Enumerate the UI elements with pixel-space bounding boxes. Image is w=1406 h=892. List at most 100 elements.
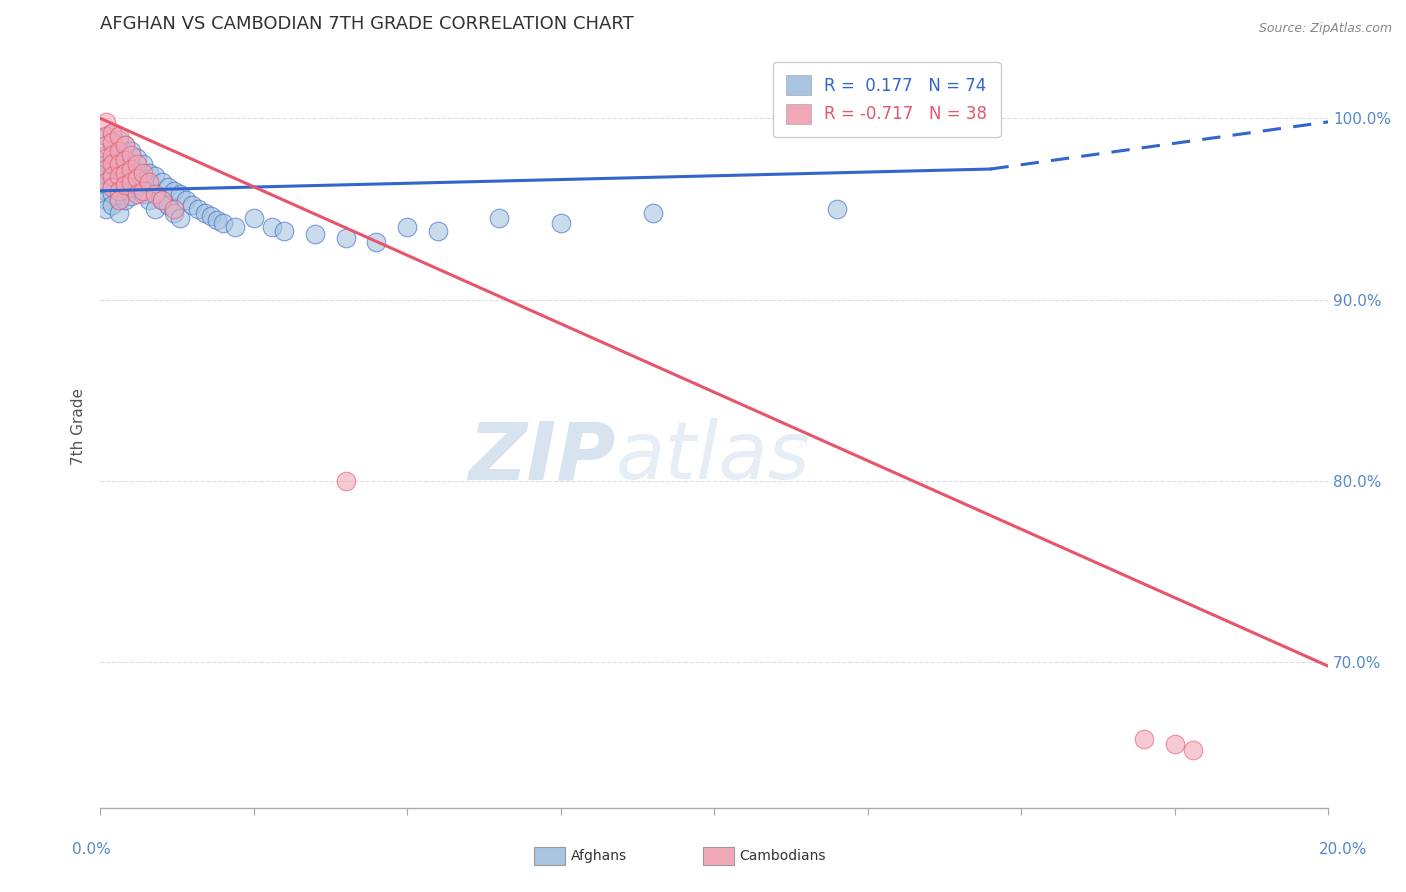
Point [335, 231, 357, 245]
Point [101, 151, 124, 165]
Point [114, 138, 136, 153]
Point [138, 166, 160, 180]
Point [114, 166, 136, 180]
Point [550, 217, 572, 231]
Point [426, 224, 449, 238]
Point [101, 156, 124, 170]
Point [150, 193, 173, 207]
Point [114, 153, 136, 167]
Point [96, 156, 118, 170]
Point [101, 126, 124, 140]
Point [96, 184, 118, 198]
Point [169, 187, 191, 202]
Point [132, 166, 155, 180]
Point [101, 135, 124, 149]
Point [120, 144, 142, 158]
Point [187, 202, 209, 216]
Point [205, 212, 228, 227]
Point [163, 205, 186, 219]
Point [169, 211, 191, 225]
Text: Afghans: Afghans [571, 849, 627, 863]
Point [101, 161, 124, 176]
Point [107, 205, 129, 219]
Point [96, 175, 118, 189]
Point [96, 166, 118, 180]
Point [120, 161, 142, 176]
Text: atlas: atlas [616, 418, 811, 496]
Point [107, 154, 129, 169]
Text: Source: ZipAtlas.com: Source: ZipAtlas.com [1258, 22, 1392, 36]
Point [96, 147, 118, 161]
Point [114, 138, 136, 153]
Point [96, 161, 118, 176]
Point [101, 138, 124, 153]
Point [96, 129, 118, 144]
Y-axis label: 7th Grade: 7th Grade [72, 388, 86, 465]
Point [125, 166, 148, 180]
Point [96, 115, 118, 129]
Point [101, 180, 124, 194]
Point [132, 156, 155, 170]
Point [366, 235, 388, 249]
Point [125, 178, 148, 193]
Point [138, 178, 160, 193]
Point [125, 156, 148, 170]
Point [107, 156, 129, 170]
Point [96, 129, 118, 144]
Point [107, 169, 129, 184]
Point [96, 193, 118, 207]
Point [200, 209, 222, 223]
Point [138, 175, 160, 189]
Point [96, 175, 118, 189]
Point [107, 166, 129, 180]
Point [120, 180, 142, 194]
Point [107, 144, 129, 158]
Point [224, 220, 246, 235]
Point [107, 184, 129, 198]
Point [107, 184, 129, 198]
Point [132, 184, 155, 198]
Point [107, 133, 129, 147]
Point [150, 193, 173, 207]
Point [114, 178, 136, 193]
Point [107, 175, 129, 189]
Point [96, 138, 118, 153]
Point [145, 202, 167, 216]
Point [125, 187, 148, 202]
Point [101, 169, 124, 184]
Point [96, 151, 118, 165]
Point [138, 193, 160, 207]
Point [156, 198, 179, 212]
Point [114, 184, 136, 198]
Point [1133, 731, 1156, 746]
Point [181, 198, 204, 212]
Point [114, 151, 136, 165]
Point [120, 169, 142, 184]
Text: AFGHAN VS CAMBODIAN 7TH GRADE CORRELATION CHART: AFGHAN VS CAMBODIAN 7TH GRADE CORRELATIO… [100, 15, 634, 33]
Legend: R =  0.177   N = 74, R = -0.717   N = 38: R = 0.177 N = 74, R = -0.717 N = 38 [772, 62, 1001, 137]
Point [641, 205, 664, 219]
Point [120, 175, 142, 189]
Text: 0.0%: 0.0% [72, 842, 111, 856]
Point [335, 474, 357, 488]
Point [120, 156, 142, 170]
Point [120, 189, 142, 203]
Point [260, 220, 283, 235]
Point [120, 147, 142, 161]
Point [132, 187, 155, 202]
Point [163, 202, 186, 216]
Point [101, 147, 124, 161]
Point [101, 180, 124, 194]
Text: Cambodians: Cambodians [740, 849, 827, 863]
Point [145, 187, 167, 202]
Point [101, 198, 124, 212]
Point [107, 129, 129, 144]
Point [304, 227, 326, 242]
Point [114, 173, 136, 187]
Point [242, 211, 264, 225]
Point [101, 187, 124, 202]
Point [193, 205, 215, 219]
Point [212, 217, 235, 231]
Point [107, 193, 129, 207]
Point [488, 211, 510, 225]
